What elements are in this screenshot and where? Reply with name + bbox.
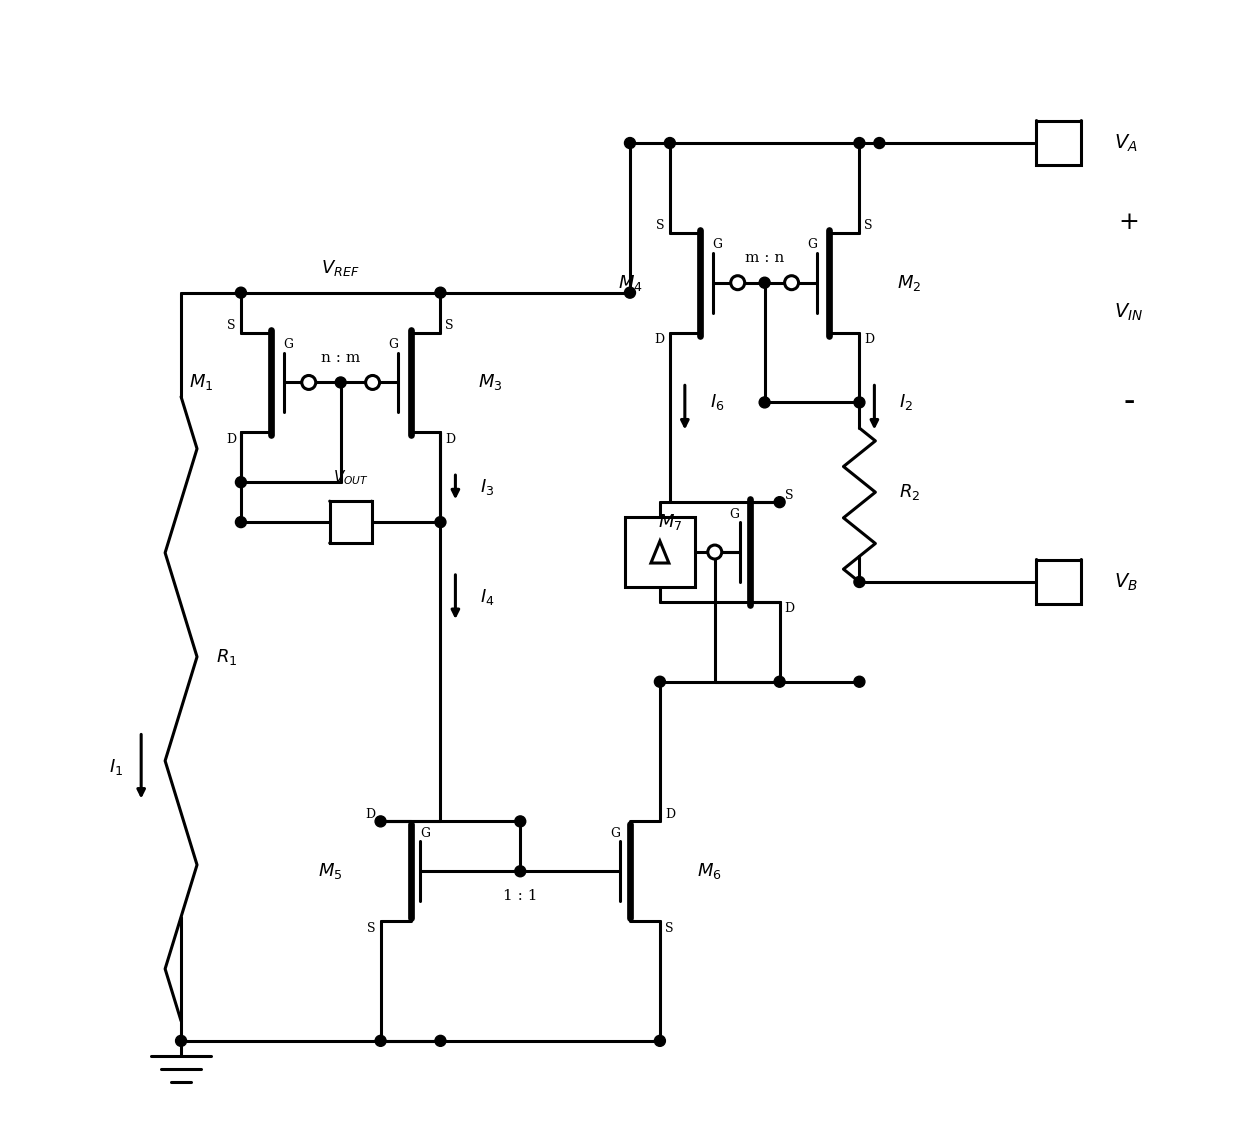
Text: m : n: m : n [745, 251, 784, 265]
Circle shape [708, 545, 722, 560]
Text: $I_1$: $I_1$ [109, 756, 123, 777]
Text: $V_A$: $V_A$ [1114, 132, 1137, 154]
Circle shape [655, 676, 666, 687]
Text: G: G [388, 338, 398, 351]
Text: +: + [1118, 211, 1140, 234]
Text: D: D [665, 807, 675, 821]
Circle shape [301, 376, 316, 389]
Circle shape [785, 275, 799, 290]
Text: $M_5$: $M_5$ [319, 861, 343, 882]
Text: $M_2$: $M_2$ [898, 273, 921, 292]
Circle shape [774, 497, 785, 508]
Text: $M_7$: $M_7$ [657, 512, 682, 532]
Circle shape [655, 1036, 666, 1046]
Circle shape [435, 287, 446, 298]
Circle shape [854, 397, 866, 408]
Text: S: S [445, 319, 454, 332]
Circle shape [236, 516, 247, 528]
Text: S: S [665, 922, 673, 934]
Circle shape [374, 1036, 386, 1046]
Text: D: D [226, 433, 236, 445]
Bar [1037, 121, 1081, 166]
Text: $V_{REF}$: $V_{REF}$ [321, 258, 360, 278]
Circle shape [874, 137, 885, 148]
Text: S: S [227, 319, 236, 332]
Circle shape [335, 377, 346, 388]
Text: G: G [610, 827, 620, 839]
Polygon shape [651, 541, 668, 563]
Text: 1 : 1: 1 : 1 [503, 890, 537, 903]
Text: $I_4$: $I_4$ [480, 587, 495, 606]
Circle shape [854, 676, 866, 687]
Text: G: G [712, 239, 722, 251]
Text: D: D [655, 333, 665, 346]
Circle shape [176, 1036, 186, 1046]
Text: G: G [283, 338, 293, 351]
Text: $I_3$: $I_3$ [480, 477, 495, 497]
Text: S: S [785, 489, 794, 501]
Text: D: D [366, 807, 376, 821]
Text: S: S [864, 219, 873, 232]
Circle shape [774, 676, 785, 687]
Circle shape [236, 476, 247, 488]
Text: S: S [656, 219, 665, 232]
Circle shape [515, 866, 526, 877]
Circle shape [236, 287, 247, 298]
Circle shape [366, 376, 379, 389]
Text: $V_{OUT}$: $V_{OUT}$ [332, 468, 368, 486]
Circle shape [374, 815, 386, 827]
Circle shape [435, 1036, 446, 1046]
Text: n : m: n : m [321, 351, 361, 364]
Circle shape [625, 287, 635, 298]
Text: -: - [1123, 386, 1135, 418]
Circle shape [665, 137, 676, 148]
Bar [625, 517, 694, 587]
Text: S: S [367, 922, 376, 934]
Text: $I_2$: $I_2$ [899, 393, 914, 412]
Text: $M_3$: $M_3$ [479, 372, 502, 393]
Text: D: D [445, 433, 455, 445]
Circle shape [854, 577, 866, 587]
Text: $M_4$: $M_4$ [618, 273, 642, 292]
Circle shape [854, 137, 866, 148]
Circle shape [759, 278, 770, 288]
Text: $R_1$: $R_1$ [216, 646, 237, 667]
Circle shape [435, 516, 446, 528]
Text: $M_1$: $M_1$ [188, 372, 213, 393]
Bar [330, 501, 372, 544]
Circle shape [759, 397, 770, 408]
Text: G: G [729, 508, 740, 521]
Text: D: D [864, 333, 874, 346]
Circle shape [625, 137, 635, 148]
Text: $R_2$: $R_2$ [899, 482, 920, 502]
Bar [1037, 560, 1081, 604]
Text: $V_{IN}$: $V_{IN}$ [1115, 301, 1143, 323]
Text: G: G [807, 239, 817, 251]
Text: G: G [420, 827, 430, 839]
Text: D: D [785, 603, 795, 616]
Circle shape [730, 275, 745, 290]
Circle shape [515, 815, 526, 827]
Text: $M_6$: $M_6$ [697, 861, 722, 882]
Text: $V_B$: $V_B$ [1114, 571, 1137, 593]
Text: $I_6$: $I_6$ [709, 393, 724, 412]
